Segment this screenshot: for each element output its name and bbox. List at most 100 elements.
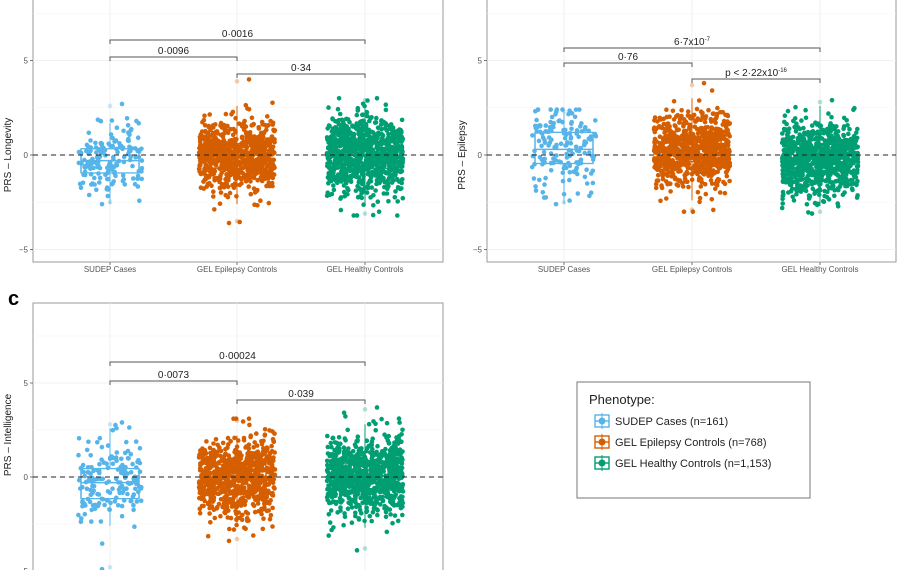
data-point bbox=[713, 186, 718, 192]
data-point bbox=[231, 144, 237, 149]
data-point bbox=[94, 187, 99, 193]
data-point bbox=[809, 182, 815, 187]
data-point bbox=[202, 113, 207, 118]
data-point bbox=[835, 186, 841, 191]
data-point bbox=[578, 157, 584, 163]
data-point bbox=[790, 194, 795, 200]
data-point bbox=[685, 165, 691, 171]
data-point bbox=[533, 188, 539, 193]
data-point bbox=[82, 511, 88, 517]
data-point bbox=[204, 184, 209, 189]
data-point bbox=[232, 138, 238, 143]
data-point bbox=[227, 496, 233, 502]
data-point bbox=[799, 170, 805, 176]
data-point bbox=[241, 525, 247, 530]
outlier-point bbox=[107, 422, 113, 427]
data-point bbox=[217, 453, 223, 459]
data-point bbox=[799, 118, 804, 123]
data-point bbox=[819, 127, 824, 133]
y-tick-label: −5 bbox=[19, 246, 29, 255]
data-point bbox=[218, 513, 223, 519]
data-point bbox=[543, 195, 549, 200]
data-point bbox=[95, 440, 100, 445]
data-point bbox=[398, 169, 403, 175]
data-point bbox=[222, 462, 228, 467]
data-point bbox=[257, 494, 263, 499]
data-point bbox=[791, 118, 796, 124]
data-point bbox=[98, 150, 104, 156]
data-point bbox=[692, 124, 698, 130]
data-point bbox=[236, 153, 242, 159]
data-point bbox=[705, 124, 710, 130]
data-point bbox=[809, 123, 815, 128]
data-point bbox=[366, 421, 372, 427]
data-point bbox=[107, 160, 113, 165]
data-point bbox=[843, 183, 848, 189]
data-point bbox=[208, 450, 213, 456]
data-point bbox=[238, 466, 243, 472]
data-point bbox=[127, 425, 132, 430]
data-point bbox=[681, 146, 686, 151]
data-point bbox=[553, 158, 558, 163]
data-point bbox=[239, 177, 244, 182]
data-point bbox=[124, 116, 130, 121]
data-point bbox=[683, 132, 688, 138]
data-point bbox=[548, 107, 553, 112]
data-point bbox=[652, 129, 658, 135]
data-point bbox=[122, 182, 128, 187]
data-point bbox=[399, 150, 405, 156]
data-point bbox=[539, 143, 544, 149]
data-point bbox=[855, 126, 860, 132]
y-tick-label: 0 bbox=[24, 151, 29, 160]
data-point bbox=[114, 146, 119, 152]
data-point bbox=[544, 129, 550, 134]
data-point bbox=[104, 461, 109, 467]
data-point bbox=[817, 169, 823, 174]
data-point bbox=[259, 478, 265, 484]
data-point bbox=[567, 177, 572, 183]
significance-bracket bbox=[563, 47, 821, 52]
data-point bbox=[836, 145, 841, 150]
data-point bbox=[386, 176, 392, 182]
data-point bbox=[379, 126, 384, 132]
data-point bbox=[690, 209, 696, 214]
data-point bbox=[259, 506, 264, 512]
data-point bbox=[208, 168, 214, 174]
data-point bbox=[216, 480, 221, 485]
data-point bbox=[252, 509, 258, 515]
data-point bbox=[540, 190, 546, 195]
data-point bbox=[816, 192, 822, 197]
data-point bbox=[714, 111, 720, 117]
data-point bbox=[695, 116, 700, 121]
data-point bbox=[381, 191, 387, 196]
data-point bbox=[208, 493, 213, 499]
data-point bbox=[357, 136, 362, 142]
data-point bbox=[252, 138, 258, 143]
data-point bbox=[851, 144, 856, 149]
data-point bbox=[225, 487, 230, 493]
data-point bbox=[232, 435, 237, 441]
data-point bbox=[227, 166, 233, 171]
data-point bbox=[126, 136, 131, 142]
data-point bbox=[256, 169, 262, 175]
data-point bbox=[245, 460, 251, 465]
data-point bbox=[246, 175, 252, 181]
data-point bbox=[841, 133, 847, 138]
data-point bbox=[238, 497, 243, 502]
data-point bbox=[259, 511, 264, 517]
data-point bbox=[785, 176, 791, 182]
data-point bbox=[136, 121, 141, 126]
data-point bbox=[209, 183, 214, 188]
data-point bbox=[702, 157, 708, 163]
data-point bbox=[655, 150, 660, 156]
outlier-point bbox=[561, 199, 567, 205]
data-point bbox=[855, 150, 860, 156]
data-point bbox=[218, 120, 224, 126]
data-point bbox=[83, 479, 89, 485]
significance-bracket bbox=[109, 56, 238, 61]
data-point bbox=[373, 135, 379, 141]
data-point bbox=[266, 137, 271, 142]
data-point bbox=[250, 122, 256, 128]
data-point bbox=[821, 130, 827, 136]
data-point bbox=[325, 190, 331, 195]
